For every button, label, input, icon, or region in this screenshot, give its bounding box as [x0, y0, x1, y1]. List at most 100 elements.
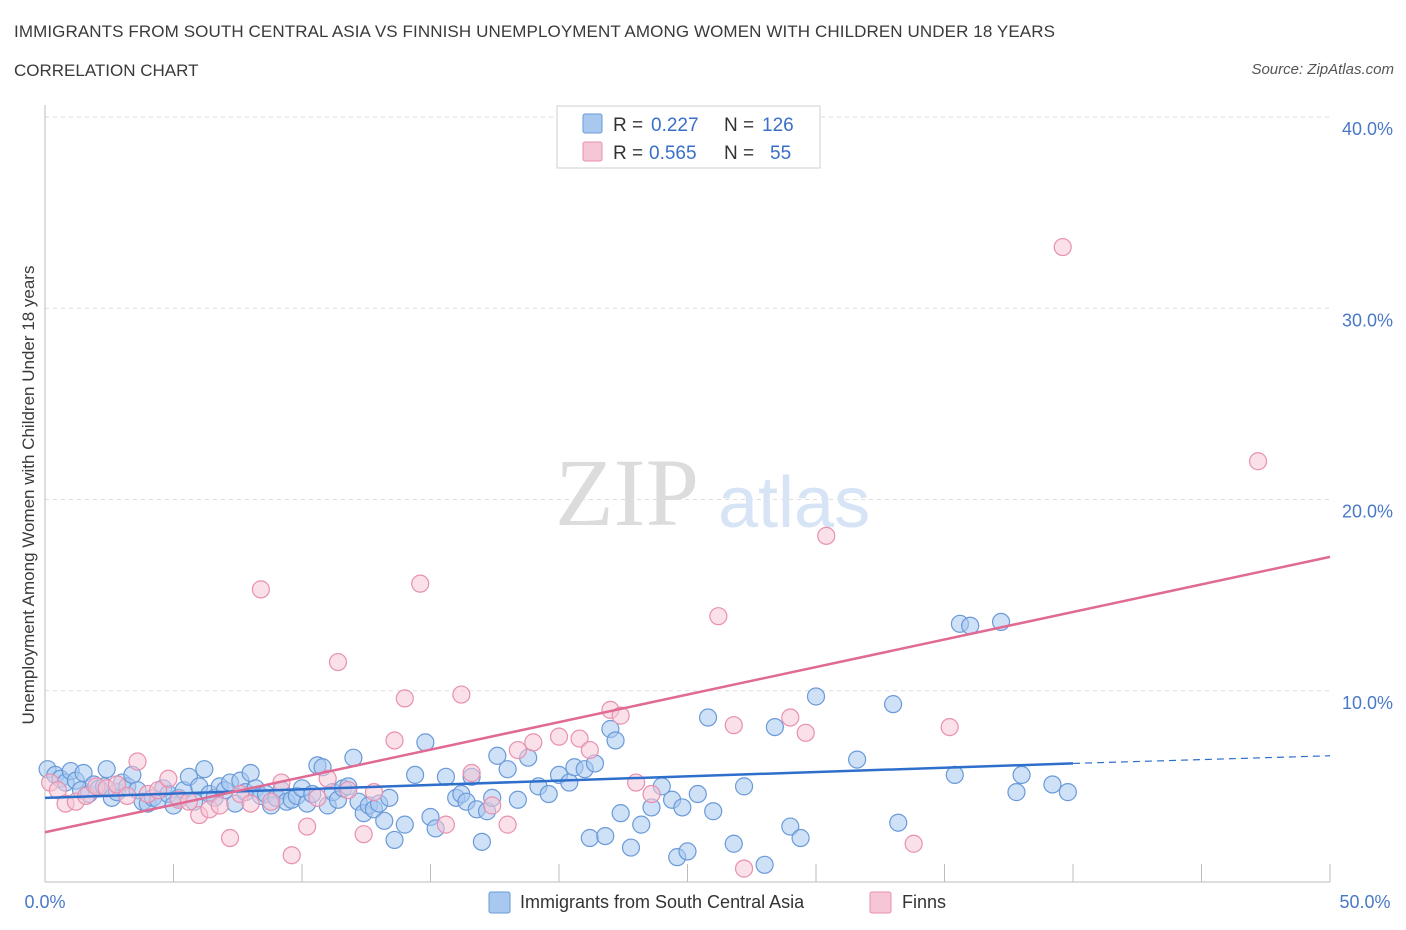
legend-box: R = 0.227 N = 126 R = 0.565 N = 55: [556, 105, 821, 169]
point-finns: [128, 752, 147, 771]
y-tick-label: 30.0%: [1342, 310, 1393, 330]
point-immigrants: [508, 790, 527, 809]
point-finns: [452, 685, 471, 704]
point-immigrants: [765, 717, 784, 737]
point-immigrants: [848, 750, 867, 769]
point-immigrants: [606, 731, 625, 750]
point-finns: [1053, 237, 1072, 257]
point-finns: [796, 723, 815, 742]
point-immigrants: [621, 838, 641, 857]
point-immigrants: [791, 828, 810, 848]
point-finns: [298, 817, 317, 836]
watermark-atlas: atlas: [718, 463, 870, 543]
point-finns: [724, 716, 743, 735]
point-finns: [395, 689, 414, 708]
point-finns: [734, 859, 754, 878]
point-finns: [483, 796, 502, 815]
point-immigrants: [560, 773, 579, 792]
chart-subtitle: CORRELATION CHART: [14, 61, 199, 80]
legend-swatch-immigrants: [582, 113, 603, 134]
point-immigrants: [580, 828, 599, 848]
point-finns: [48, 781, 67, 800]
bottom-legend-swatch-finns: [869, 891, 892, 914]
point-immigrants: [498, 760, 517, 779]
point-immigrants: [632, 815, 651, 834]
y-axis-tick-labels: 10.0% 20.0% 30.0% 40.0%: [1342, 119, 1393, 713]
point-finns: [498, 815, 517, 834]
point-finns: [282, 846, 301, 865]
chart-title: IMMIGRANTS FROM SOUTH CENTRAL ASIA VS FI…: [14, 22, 1056, 41]
point-immigrants: [1043, 775, 1062, 794]
point-finns: [940, 717, 959, 737]
point-immigrants: [698, 708, 718, 727]
bottom-legend: Immigrants from South Central Asia Finns: [488, 891, 946, 914]
y-tick-label: 20.0%: [1342, 502, 1393, 522]
point-immigrants: [472, 832, 491, 851]
point-finns: [210, 796, 229, 815]
point-immigrants: [241, 763, 260, 783]
point-finns: [709, 607, 728, 626]
point-finns: [107, 775, 127, 794]
point-immigrants: [673, 798, 692, 817]
point-finns: [549, 727, 569, 746]
watermark: ZIP atlas: [555, 439, 870, 546]
point-immigrants: [405, 765, 425, 785]
point-finns: [524, 733, 543, 752]
y-tick-label: 10.0%: [1342, 693, 1393, 713]
point-finns: [385, 731, 404, 750]
bottom-legend-label-finns: Finns: [902, 892, 946, 912]
point-finns: [436, 815, 456, 834]
legend-r-value-immigrants: 0.227: [651, 115, 699, 136]
point-immigrants: [596, 826, 615, 846]
point-finns: [241, 794, 260, 813]
point-immigrants: [724, 834, 743, 853]
point-finns: [570, 729, 589, 748]
point-immigrants: [688, 784, 707, 804]
y-axis-label: Unemployment Among Women with Children U…: [19, 266, 38, 725]
point-finns: [781, 708, 800, 727]
point-immigrants: [74, 763, 93, 783]
x-tick-label-min: 0.0%: [24, 892, 65, 912]
x-axis-ticks: [44, 864, 1331, 882]
legend-swatch-finns: [582, 141, 603, 162]
point-finns: [508, 740, 527, 760]
trend-lines: [44, 555, 1331, 834]
watermark-zip: ZIP: [555, 439, 699, 546]
point-immigrants: [704, 802, 723, 821]
legend-r-label-immigrants: R =: [613, 115, 643, 136]
legend-n-label-immigrants: N =: [724, 115, 754, 136]
point-finns: [159, 769, 178, 788]
point-finns: [462, 763, 481, 783]
point-immigrants: [678, 842, 697, 861]
point-finns: [1248, 452, 1268, 471]
y-tick-label: 40.0%: [1342, 119, 1393, 139]
legend-r-label-finns: R =: [613, 143, 643, 164]
point-immigrants: [539, 784, 558, 804]
point-finns: [262, 792, 281, 811]
legend-n-value-immigrants: 126: [762, 115, 794, 136]
point-immigrants: [395, 815, 414, 834]
point-immigrants: [97, 760, 116, 779]
point-finns: [580, 740, 599, 760]
point-finns: [339, 781, 358, 800]
point-immigrants: [806, 687, 826, 706]
point-finns: [220, 828, 240, 848]
point-immigrants: [436, 767, 456, 786]
series-finns-points: [41, 237, 1268, 878]
point-immigrants: [781, 817, 800, 836]
trend-line-immigrants: [44, 762, 1074, 800]
point-immigrants: [734, 777, 754, 796]
trend-line-extension-immigrants: [1072, 755, 1331, 765]
point-finns: [642, 784, 661, 804]
point-immigrants: [755, 855, 774, 874]
trend-line-finns: [44, 555, 1331, 834]
point-immigrants: [385, 830, 404, 850]
point-finns: [354, 825, 373, 844]
grid-lines: [45, 116, 1330, 692]
point-immigrants: [1012, 765, 1031, 785]
source-credit: Source: ZipAtlas.com: [1251, 61, 1394, 78]
point-immigrants: [945, 765, 964, 785]
point-finns: [626, 773, 646, 792]
point-finns: [328, 652, 348, 672]
